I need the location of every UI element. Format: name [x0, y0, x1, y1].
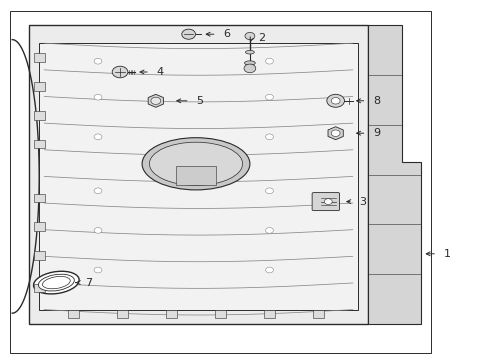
Bar: [215, 310, 226, 318]
Ellipse shape: [149, 142, 243, 185]
Text: 8: 8: [373, 96, 380, 106]
Circle shape: [182, 29, 196, 39]
Circle shape: [94, 188, 102, 194]
Circle shape: [266, 58, 273, 64]
Bar: [176, 166, 216, 185]
Circle shape: [324, 199, 332, 204]
Bar: [117, 310, 128, 318]
Circle shape: [266, 188, 273, 194]
Polygon shape: [328, 127, 343, 140]
Text: 4: 4: [156, 67, 164, 77]
Circle shape: [151, 97, 161, 104]
Ellipse shape: [43, 276, 70, 289]
Circle shape: [327, 94, 344, 107]
Text: 6: 6: [223, 29, 230, 39]
Text: 1: 1: [443, 249, 450, 259]
Polygon shape: [39, 43, 358, 310]
Bar: [34, 194, 45, 202]
Circle shape: [266, 228, 273, 233]
Circle shape: [266, 267, 273, 273]
Text: 2: 2: [258, 33, 266, 43]
Bar: [34, 284, 45, 292]
Circle shape: [331, 98, 340, 104]
Circle shape: [112, 66, 128, 78]
Circle shape: [244, 64, 256, 73]
Circle shape: [94, 228, 102, 233]
Ellipse shape: [38, 274, 74, 291]
Ellipse shape: [142, 138, 250, 190]
Bar: [34, 140, 45, 148]
Bar: [34, 222, 45, 231]
FancyBboxPatch shape: [312, 193, 340, 211]
Text: 9: 9: [373, 128, 380, 138]
Circle shape: [266, 94, 273, 100]
Bar: [34, 111, 45, 120]
Text: 5: 5: [196, 96, 203, 106]
Ellipse shape: [33, 271, 79, 294]
Polygon shape: [148, 94, 164, 107]
Circle shape: [94, 94, 102, 100]
Circle shape: [266, 134, 273, 140]
Ellipse shape: [245, 61, 255, 65]
Bar: [68, 310, 79, 318]
Circle shape: [94, 267, 102, 273]
Bar: [10, 11, 431, 353]
Bar: [34, 53, 45, 62]
Circle shape: [331, 130, 340, 136]
Text: 3: 3: [359, 197, 366, 207]
Bar: [166, 310, 177, 318]
Ellipse shape: [245, 50, 254, 54]
Circle shape: [245, 32, 255, 40]
Circle shape: [94, 134, 102, 140]
Polygon shape: [29, 25, 367, 324]
Bar: [264, 310, 275, 318]
Bar: [34, 251, 45, 260]
Bar: [34, 82, 45, 91]
Polygon shape: [368, 25, 421, 324]
Bar: [313, 310, 324, 318]
Circle shape: [94, 58, 102, 64]
Text: 7: 7: [85, 278, 92, 288]
